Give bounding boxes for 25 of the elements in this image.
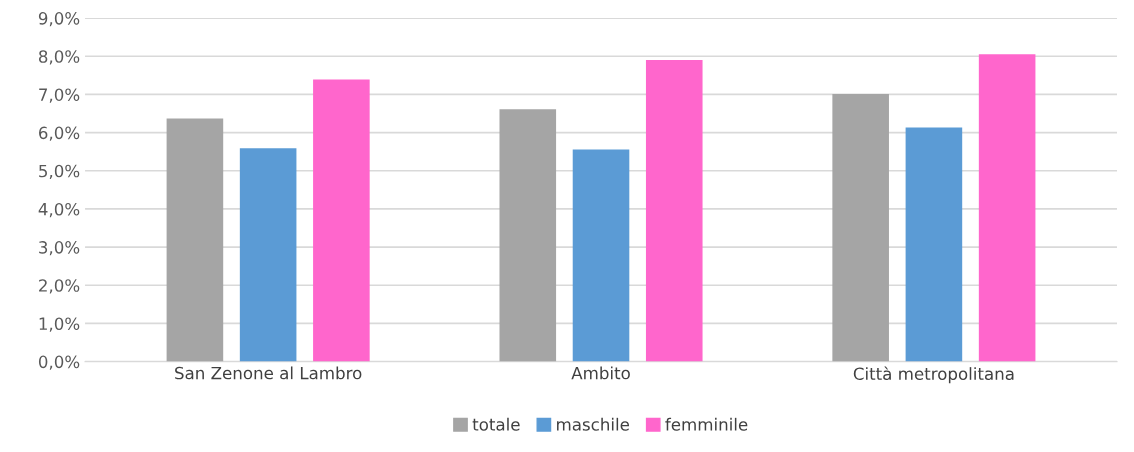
- x-tick-label: Città metropolitana: [853, 366, 1014, 384]
- y-tick-label: 7,0%: [39, 88, 80, 103]
- y-tick-label: 5,0%: [39, 164, 80, 180]
- bar: [978, 54, 1036, 362]
- bar: [905, 127, 963, 362]
- y-tick-label: 1,0%: [39, 317, 80, 332]
- y-tick-label: 8,0%: [38, 50, 80, 65]
- y-tick-label: 9,0%: [38, 12, 80, 27]
- legend-label: maschile: [557, 417, 630, 431]
- y-tick-label: 2,0%: [39, 279, 80, 294]
- y-tick-label: 4,0%: [38, 202, 80, 218]
- bar: [239, 148, 297, 362]
- bar: [166, 118, 224, 362]
- y-tick-label: 3,0%: [39, 241, 80, 256]
- x-tick-label: Ambito: [571, 366, 630, 380]
- bar: [572, 149, 630, 362]
- bar: [313, 79, 370, 362]
- x-tick-label: San Zenone al Lambro: [175, 366, 362, 380]
- legend-label: totale: [472, 417, 520, 431]
- y-tick-label: 0,0%: [38, 355, 80, 370]
- bar: [645, 60, 703, 362]
- bar: [499, 109, 557, 362]
- legend-label: femminile: [665, 417, 748, 431]
- y-tick-label: 6,0%: [39, 126, 80, 141]
- bar: [832, 94, 889, 362]
